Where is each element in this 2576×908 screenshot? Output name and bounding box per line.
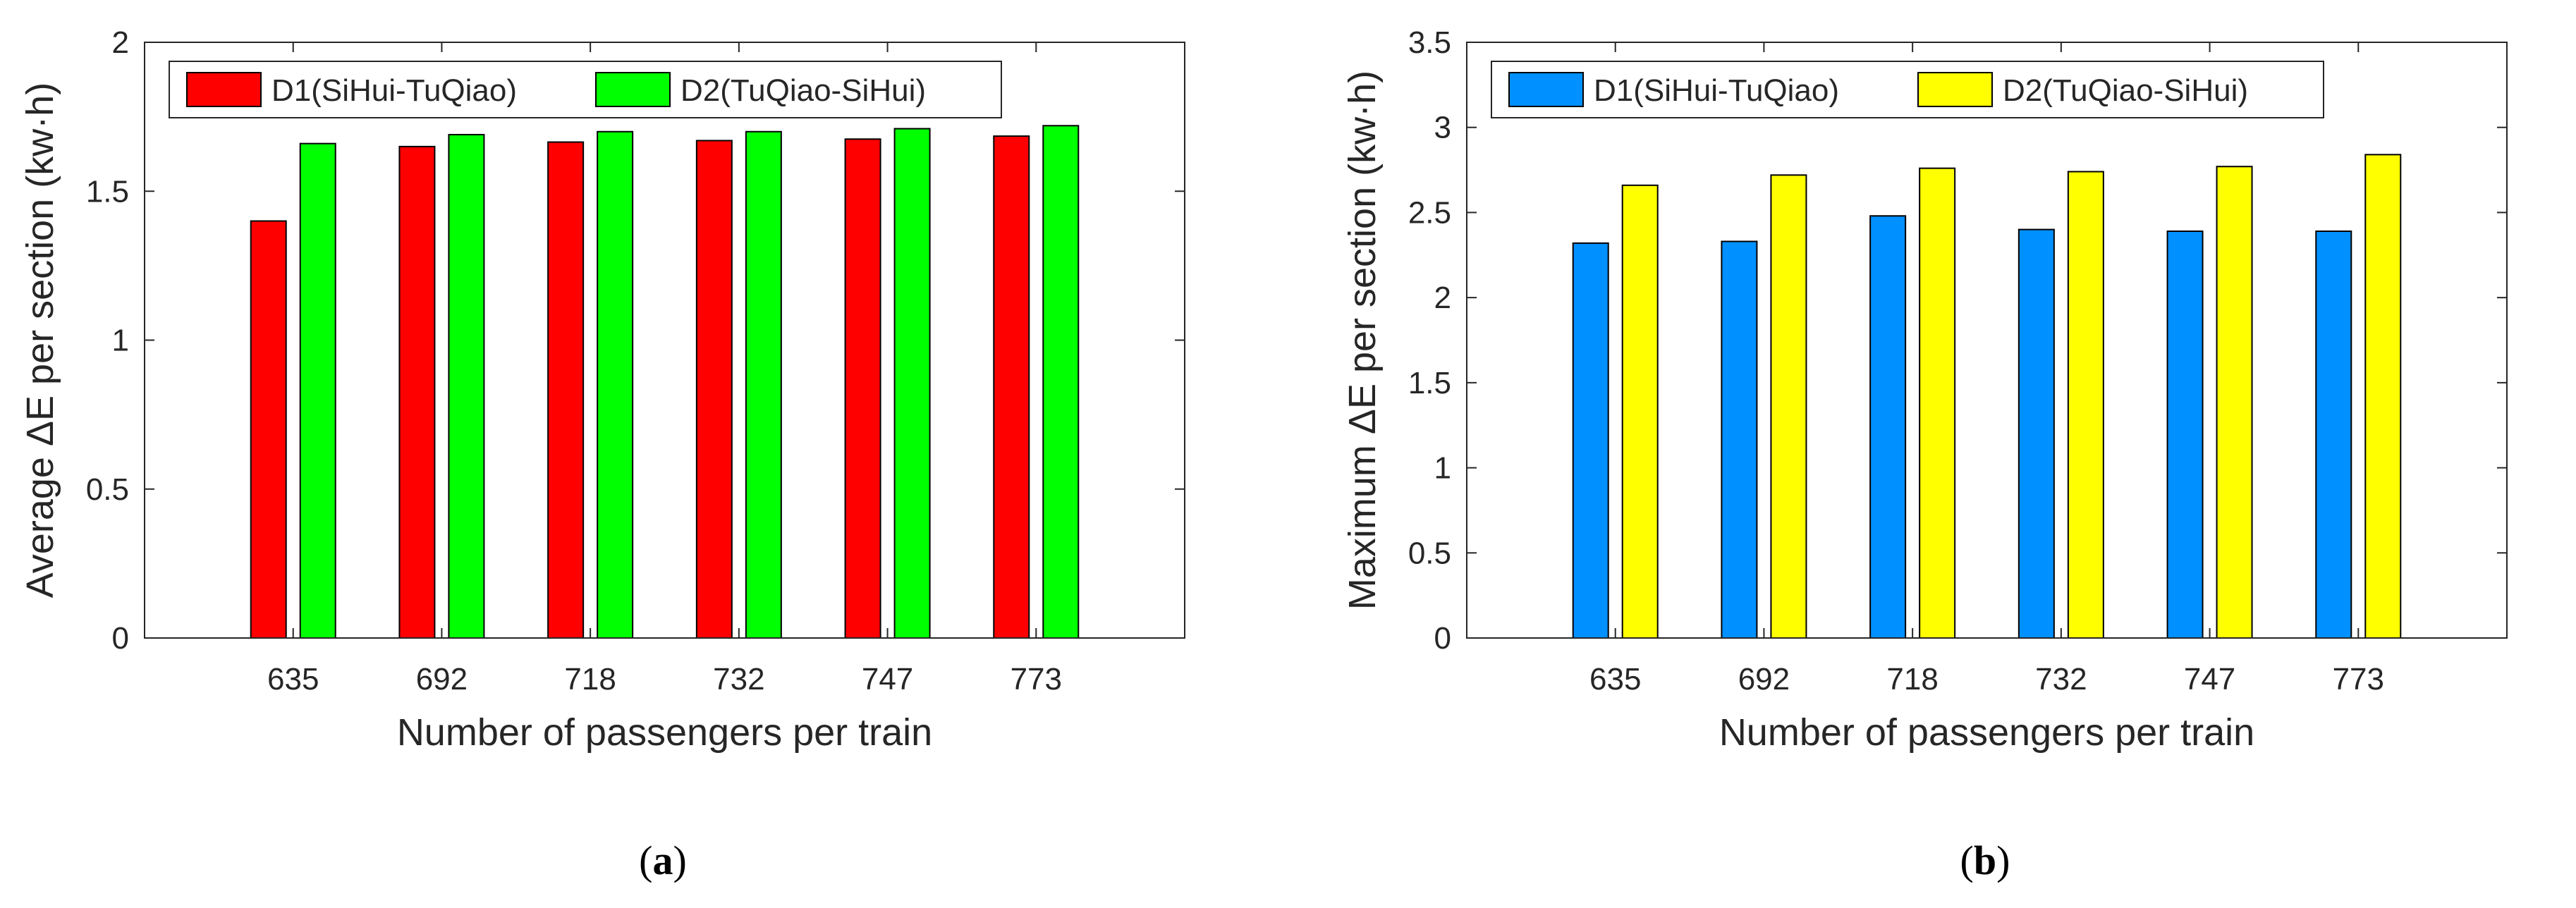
bar-d1-747	[844, 138, 881, 639]
caption-open: (	[1960, 838, 1974, 883]
panel-caption: (b)	[1960, 838, 2010, 883]
x-tick-label: 732	[713, 662, 764, 697]
bar-d1-718	[1869, 215, 1907, 639]
x-tick-label: 718	[1886, 662, 1938, 697]
y-tick-label: 0.5	[1408, 536, 1451, 570]
legend-swatch-d2	[1917, 72, 1993, 107]
y-tick-label: 2	[1434, 281, 1451, 315]
y-tick-label: 1	[1434, 451, 1451, 486]
bar-d1-732	[2018, 228, 2055, 639]
x-tick-label: 718	[564, 662, 616, 697]
y-tick-label: 0	[1434, 621, 1451, 656]
chart-panel-b: 0 0.5 1 1.5 2 2.5 3 3.5 635 692 718 732 747 773 Number…	[1341, 25, 2508, 883]
panel-caption: (a)	[639, 838, 687, 883]
caption-close: )	[1996, 838, 2010, 883]
bar-d2-773	[1042, 125, 1080, 639]
y-tick-label: 3	[1434, 111, 1451, 145]
caption-letter: a	[653, 838, 673, 883]
bar-d2-773	[2364, 154, 2402, 639]
bar-d1-718	[547, 141, 585, 639]
y-tick-label: 0	[112, 621, 129, 656]
y-tick-label: 1.5	[1408, 366, 1451, 400]
x-tick-label: 692	[416, 662, 468, 697]
x-tick-label: 747	[862, 662, 913, 697]
legend: D1(SiHui-TuQiao) D2(TuQiao-SiHui)	[1491, 61, 2324, 118]
legend-swatch-d2	[595, 72, 671, 107]
caption-letter: b	[1974, 838, 1996, 883]
legend-swatch-d1	[186, 72, 262, 107]
y-tick-label: 3.5	[1408, 25, 1451, 60]
bar-d1-635	[250, 220, 287, 639]
bar-d2-747	[2216, 166, 2253, 639]
axes-box	[1466, 42, 2508, 639]
y-tick-label: 1.5	[86, 174, 129, 209]
legend-label-d2: D2(TuQiao-SiHui)	[680, 73, 926, 108]
x-tick-label: 635	[1589, 662, 1641, 697]
bar-d1-692	[1721, 240, 1758, 639]
x-tick-label: 773	[2333, 662, 2384, 697]
bar-d1-747	[2166, 230, 2204, 639]
legend-label-d1: D1(SiHui-TuQiao)	[271, 73, 517, 108]
x-tick-label: 692	[1738, 662, 1790, 697]
y-tick-label: 2.5	[1408, 195, 1451, 230]
caption-close: )	[673, 838, 687, 883]
chart-panel-a: 0 0.5 1 1.5 2 635 692 718 732 747 773 Number of pas…	[19, 25, 1185, 883]
bar-d2-692	[1770, 174, 1807, 639]
y-axis-label: Average ΔE per section (kw·h)	[19, 82, 61, 598]
bar-d1-773	[2315, 230, 2352, 639]
legend-box	[169, 61, 1002, 118]
x-tick-label: 635	[267, 662, 319, 697]
y-axis-label: Maximum ΔE per section (kw·h)	[1341, 70, 1384, 610]
legend-box	[1491, 61, 2324, 118]
bar-d2-718	[597, 130, 634, 639]
y-tick-label: 0.5	[86, 472, 129, 507]
x-axis-label: Number of passengers per train	[1719, 711, 2254, 754]
legend-label-d2: D2(TuQiao-SiHui)	[2003, 73, 2248, 108]
bar-d1-692	[398, 145, 436, 639]
x-tick-label: 773	[1011, 662, 1062, 697]
legend: D1(SiHui-TuQiao) D2(TuQiao-SiHui)	[169, 61, 1002, 118]
legend-swatch-d1	[1508, 72, 1584, 107]
x-tick-label: 732	[2035, 662, 2087, 697]
x-tick-label: 747	[2184, 662, 2235, 697]
bar-d2-718	[1919, 167, 1956, 639]
y-tick-label: 1	[112, 324, 129, 358]
caption-open: (	[639, 838, 652, 883]
bar-d1-732	[695, 140, 733, 639]
bar-d1-773	[993, 135, 1030, 639]
bar-d2-732	[745, 130, 782, 639]
bar-d1-635	[1572, 242, 1609, 639]
bar-d2-635	[299, 142, 336, 639]
bar-d2-732	[2067, 171, 2104, 639]
legend-label-d1: D1(SiHui-TuQiao)	[1594, 73, 1839, 108]
y-tick-label: 2	[112, 25, 129, 60]
x-axis-label: Number of passengers per train	[397, 711, 932, 754]
bar-d2-692	[448, 133, 485, 639]
bar-d2-747	[893, 128, 931, 639]
bar-d2-635	[1621, 184, 1659, 639]
